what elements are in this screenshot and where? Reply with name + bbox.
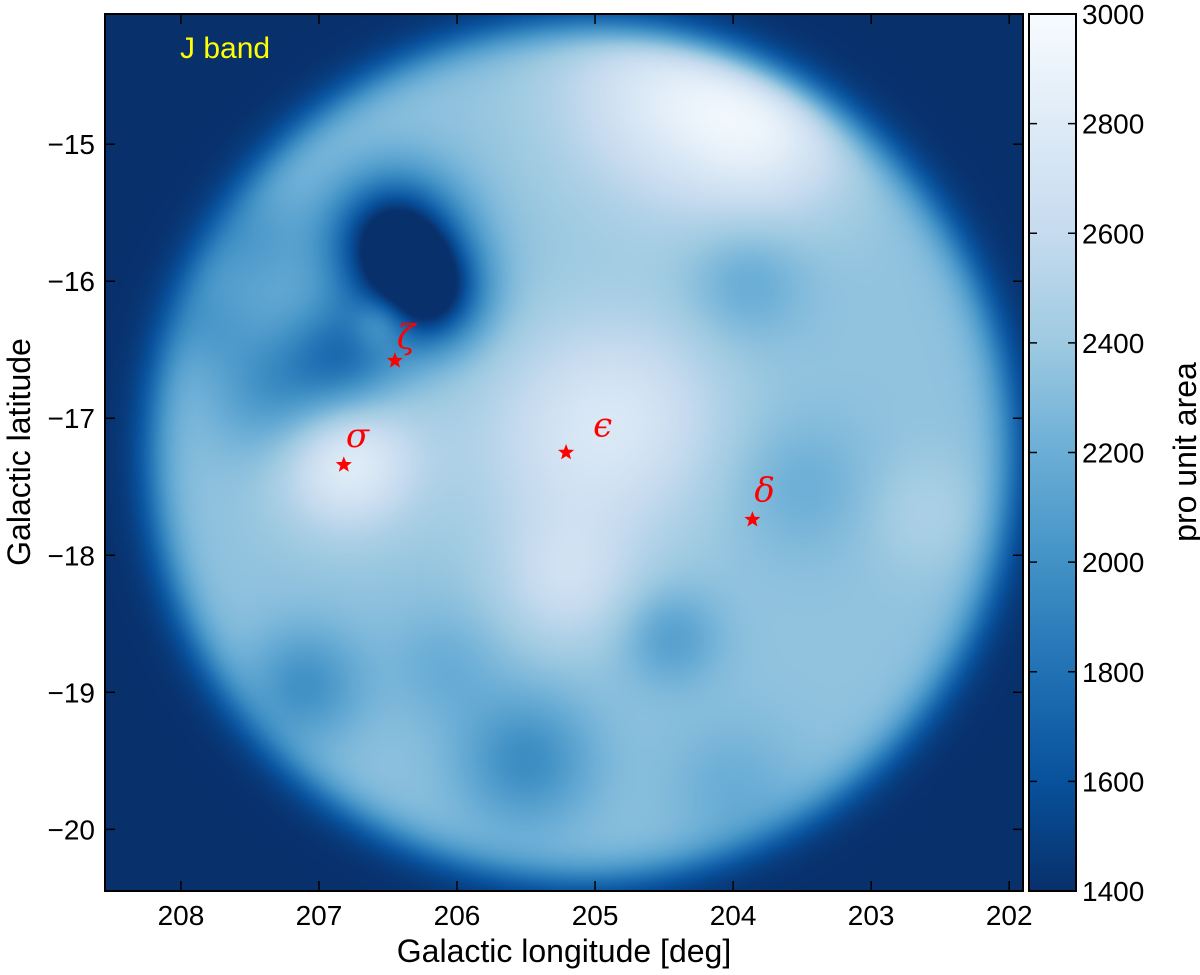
colorbar-tick-label: 2400	[1082, 328, 1144, 359]
x-tick-label: 206	[434, 900, 481, 931]
star-marker-sigma	[335, 456, 352, 472]
x-axis-ticks: 208 207 206 205 204 203 202	[158, 14, 1033, 931]
y-tick-label: −17	[48, 403, 96, 434]
y-axis-title: Galactic latitude	[1, 338, 37, 566]
x-tick-label: 205	[572, 900, 619, 931]
colorbar-tick-label: 3000	[1082, 0, 1144, 30]
colorbar-tick-label: 1600	[1082, 766, 1144, 797]
y-tick-label: −16	[48, 266, 96, 297]
colorbar-tick-label: 2000	[1082, 547, 1144, 578]
y-tick-label: −19	[48, 677, 96, 708]
colorbar-tick-label: 1400	[1082, 876, 1144, 907]
colorbar: 1400 1600 1800 2000 2200 2400 2600 2800 3000 pro…	[1028, 0, 1200, 907]
star-label-sigma: σ	[346, 416, 370, 456]
y-axis-ticks: −15 −16 −17 −18 −19 −20	[48, 129, 1023, 845]
x-tick-label: 207	[296, 900, 343, 931]
colorbar-ticks: 1400 1600 1800 2000 2200 2400 2600 2800 3000	[1029, 0, 1144, 907]
star-markers: ζ σ ϵ δ	[335, 318, 775, 527]
x-tick-label: 202	[986, 900, 1033, 931]
x-tick-label: 208	[158, 900, 205, 931]
colorbar-title: pro unit area	[1167, 362, 1200, 542]
colorbar-tick-label: 1800	[1082, 657, 1144, 688]
y-tick-label: −15	[48, 129, 96, 160]
plot-frame	[104, 13, 1024, 892]
panel-label: J band	[180, 32, 270, 65]
colorbar-tick-label: 2600	[1082, 218, 1144, 249]
x-axis-title: Galactic longitude [deg]	[397, 933, 731, 969]
colorbar-tick-label: 2200	[1082, 438, 1144, 469]
x-tick-label: 204	[710, 900, 757, 931]
star-label-delta: δ	[754, 471, 774, 511]
star-marker-zeta	[386, 352, 403, 368]
colorbar-tick-label: 2800	[1082, 109, 1144, 140]
star-marker-delta	[744, 511, 761, 527]
y-tick-label: −18	[48, 540, 96, 571]
y-tick-label: −20	[48, 814, 96, 845]
x-tick-label: 203	[848, 900, 895, 931]
star-label-zeta: ζ	[397, 318, 418, 358]
star-label-epsilon: ϵ	[593, 406, 612, 446]
star-marker-epsilon	[557, 444, 575, 460]
